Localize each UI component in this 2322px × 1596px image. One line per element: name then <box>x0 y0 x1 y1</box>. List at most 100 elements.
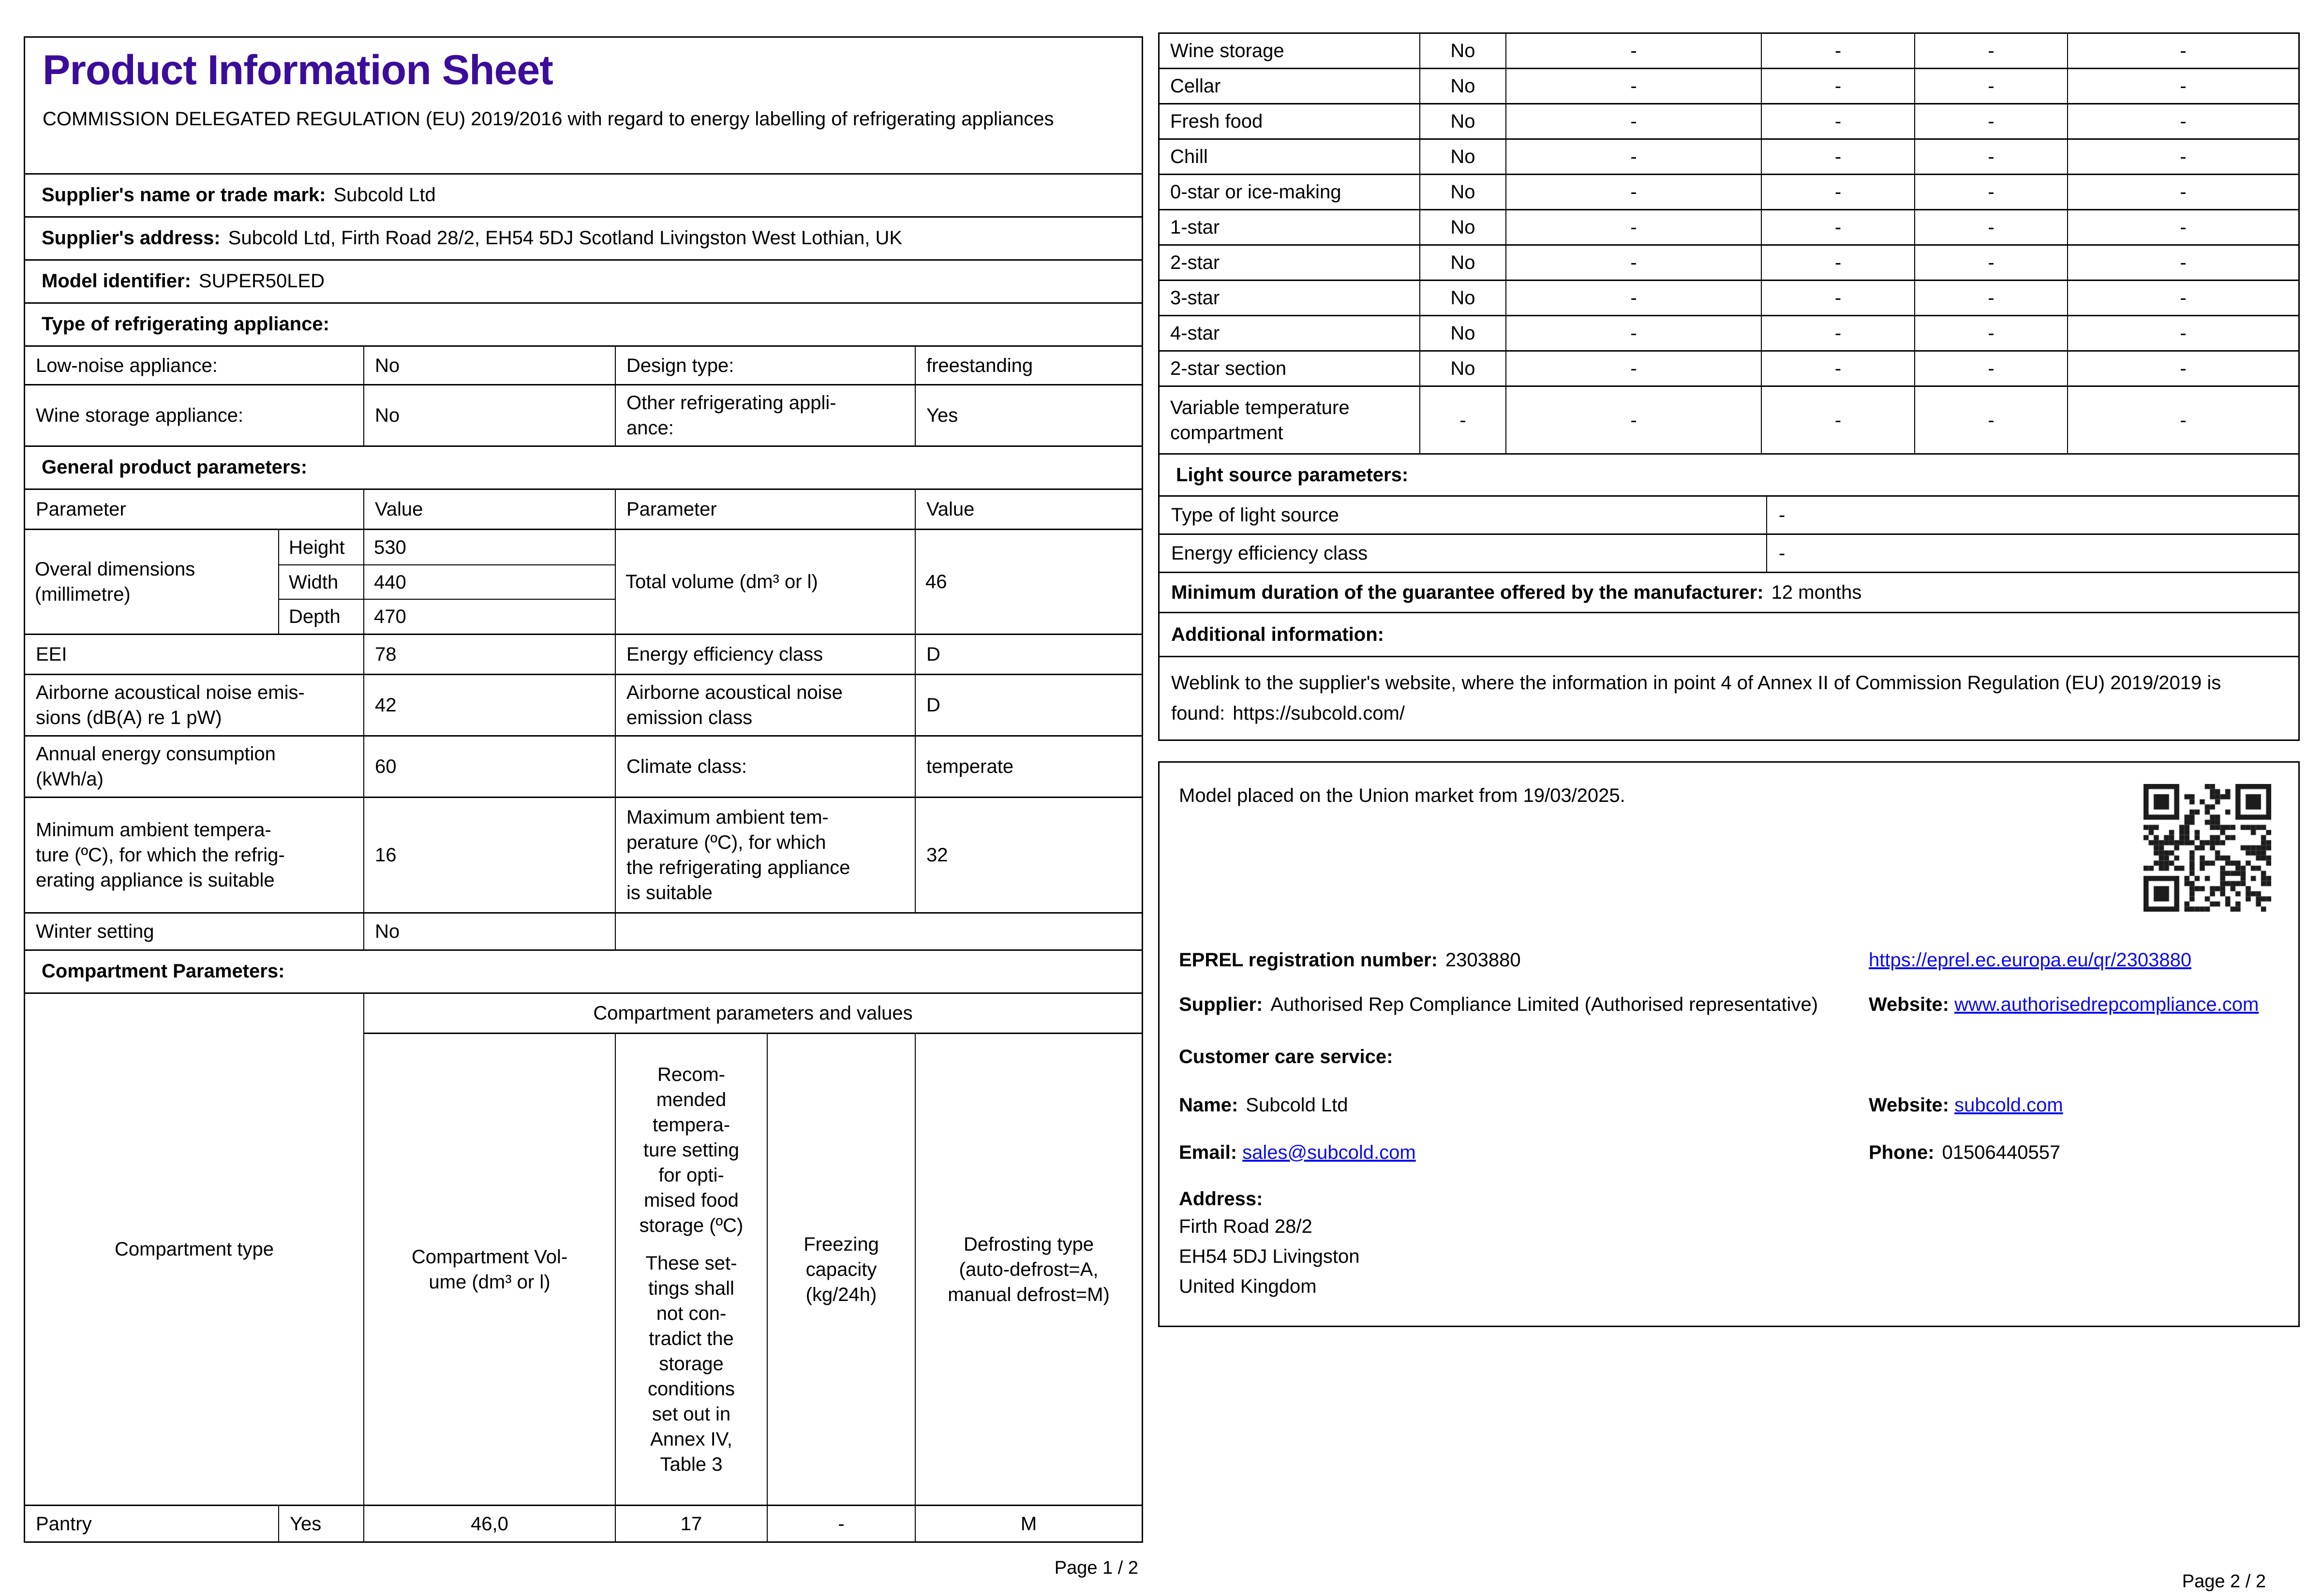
supplier-name-row: Supplier's name or trade mark: Subcold Lt… <box>24 173 1143 218</box>
compartment-label: 2-star <box>1170 252 1220 273</box>
customer-website-label: Website: <box>1869 1094 1949 1116</box>
compartment-defrost: - <box>2067 316 2298 350</box>
value-col-header: Value <box>363 490 615 529</box>
light-source-class-value: - <box>1766 535 2298 572</box>
compartment-present: No <box>1419 281 1505 315</box>
compartment-label: 2-star section <box>1170 358 1287 379</box>
weblink-label: Weblink to the supplier's website, where… <box>1171 672 2221 724</box>
compartment-temperature: - <box>1761 246 1914 280</box>
compartment-temperature: - <box>1761 387 1914 453</box>
customer-name: Name: Subcold Ltd <box>1179 1093 1869 1118</box>
table-row: 3-star No - - - - <box>1160 280 2298 315</box>
customer-email: Email: sales@subcold.com <box>1179 1140 1869 1165</box>
compartment-volume: - <box>1505 281 1761 315</box>
eprel-row: EPREL registration number: 2303880 https:… <box>1179 947 2279 973</box>
compartment-volume: - <box>1505 69 1761 103</box>
compartment-defrost: - <box>2067 175 2298 209</box>
recommended-temperature-header-a: Recom- mended tempera- ture setting for … <box>639 1064 744 1236</box>
compartment-defrost: - <box>2067 387 2298 453</box>
compartment-temperature: - <box>1761 69 1914 103</box>
compartment-label: 3-star <box>1170 287 1220 309</box>
page-1-footer: Page 1 / 2 <box>1054 1558 1138 1578</box>
winter-setting-empty <box>615 914 1142 949</box>
compartment-label: Cellar <box>1170 75 1221 97</box>
winter-setting-label: Winter setting <box>36 921 154 942</box>
general-section-header: General product parameters: <box>24 445 1143 490</box>
supplier-address-row: Supplier's address: Subcold Ltd, Firth Ro… <box>24 216 1143 261</box>
page-2-footer: Page 2 / 2 <box>2182 1571 2266 1592</box>
table-row: Fresh food No - - - - <box>1160 103 2298 138</box>
compartment-present: No <box>1419 210 1505 244</box>
compartment-freezing: - <box>1914 104 2067 138</box>
guarantee-label: Minimum duration of the guarantee offere… <box>1171 582 1764 603</box>
additional-information-header: Additional information: <box>1158 612 2300 657</box>
compartment-freezing: - <box>1914 34 2067 68</box>
param-col-header-2: Parameter <box>615 490 915 529</box>
customer-name-label: Name: <box>1179 1094 1238 1116</box>
type-param-1: Low-noise appliance: <box>36 355 218 376</box>
dimensions-row: Overal dimensions (millimetre) Height 53… <box>24 529 1143 635</box>
eprel-link-wrap: https://eprel.ec.europa.eu/qr/2303880 <box>1869 947 2279 973</box>
compartment-present: No <box>1419 104 1505 138</box>
regulation-subtitle: COMMISSION DELEGATED REGULATION (EU) 201… <box>43 108 1054 130</box>
dimension-depth-value: 470 <box>363 599 615 634</box>
climate-class-value: temperate <box>915 737 1142 797</box>
supplier-address-label: Supplier's address: <box>42 227 221 249</box>
type-value-3: No <box>363 384 615 445</box>
compartment-continuation-table: Wine storage No - - - - Cellar No - - - … <box>1158 32 2300 455</box>
noise-class-label: Airborne acoustical noise emission class <box>615 675 915 735</box>
compartment-freezing: - <box>1914 281 2067 315</box>
table-row: 1-star No - - - - <box>1160 209 2298 244</box>
table-row: 2-star No - - - - <box>1160 244 2298 280</box>
supplier-address-value: Subcold Ltd, Firth Road 28/2, EH54 5DJ S… <box>228 227 903 249</box>
total-volume-label: Total volume (dm³ or l) <box>615 530 915 634</box>
compartment-label: Chill <box>1170 146 1208 167</box>
type-param-2: Design type: <box>615 347 915 384</box>
energy-consumption-label: Annual energy consumption (kWh/a) <box>36 743 276 790</box>
dimension-depth-label: Depth <box>278 599 363 634</box>
pantry-type: Pantry <box>36 1513 92 1535</box>
guarantee-row: Minimum duration of the guarantee offere… <box>1158 572 2300 613</box>
customer-address-lines: Firth Road 28/2 EH54 5DJ Livingston Unit… <box>1179 1216 1360 1298</box>
compartment-section-header: Compartment Parameters: <box>24 949 1143 994</box>
customer-address-label: Address: <box>1179 1188 1263 1210</box>
dimension-height-value: 530 <box>363 530 615 564</box>
noise-class-value: D <box>915 675 1142 735</box>
compartment-defrost: - <box>2067 281 2298 315</box>
type-table: Low-noise appliance: No Design type: fre… <box>24 345 1143 447</box>
ambient-temperature-row: Minimum ambient tempera- ture (ºC), for … <box>24 797 1143 914</box>
compartment-defrost: - <box>2067 246 2298 280</box>
recommended-temperature-header: Recom- mended tempera- ture setting for … <box>615 1033 767 1505</box>
total-volume-value: 46 <box>915 530 1142 634</box>
supplier-website-link[interactable]: www.authorisedrepcompliance.com <box>1954 994 2259 1016</box>
compartment-defrost: - <box>2067 352 2298 385</box>
energy-consumption-value: 60 <box>363 737 615 797</box>
customer-website-link[interactable]: subcold.com <box>1954 1094 2063 1116</box>
climate-class-label: Climate class: <box>615 737 915 797</box>
min-ambient-value: 16 <box>363 798 615 912</box>
model-identifier-value: SUPER50LED <box>198 270 325 292</box>
customer-email-row: Email: sales@subcold.com Phone: 015064405… <box>1179 1140 2279 1165</box>
pantry-volume: 46,0 <box>363 1506 615 1541</box>
compartment-type-header: Compartment type <box>114 1239 274 1260</box>
compartment-present: No <box>1419 246 1505 280</box>
compartment-volume: - <box>1505 210 1761 244</box>
customer-phone: Phone: 01506440557 <box>1869 1140 2279 1165</box>
pantry-present: Yes <box>278 1506 363 1541</box>
compartment-volume: - <box>1505 352 1761 385</box>
customer-email-link[interactable]: sales@subcold.com <box>1242 1142 1416 1164</box>
pantry-freezing: - <box>767 1506 915 1541</box>
winter-setting-row: Winter setting No <box>24 912 1143 951</box>
compartment-freezing: - <box>1914 175 2067 209</box>
type-value-4: Yes <box>915 384 1142 445</box>
eprel-link[interactable]: https://eprel.ec.europa.eu/qr/2303880 <box>1869 949 2192 971</box>
page-title: Product Information Sheet <box>43 47 553 93</box>
weblink-value: https://subcold.com/ <box>1233 703 1405 724</box>
compartment-present: No <box>1419 352 1505 385</box>
freezing-capacity-header: Freezing capacity (kg/24h) <box>767 1033 915 1505</box>
pantry-temperature: 17 <box>615 1506 767 1541</box>
energy-consumption-row: Annual energy consumption (kWh/a) 60 Cli… <box>24 735 1143 798</box>
table-row: 2-star section No - - - - <box>1160 350 2298 385</box>
energy-class-value: D <box>915 635 1142 674</box>
table-row: Variable temperature compartment - - - -… <box>1160 385 2298 453</box>
